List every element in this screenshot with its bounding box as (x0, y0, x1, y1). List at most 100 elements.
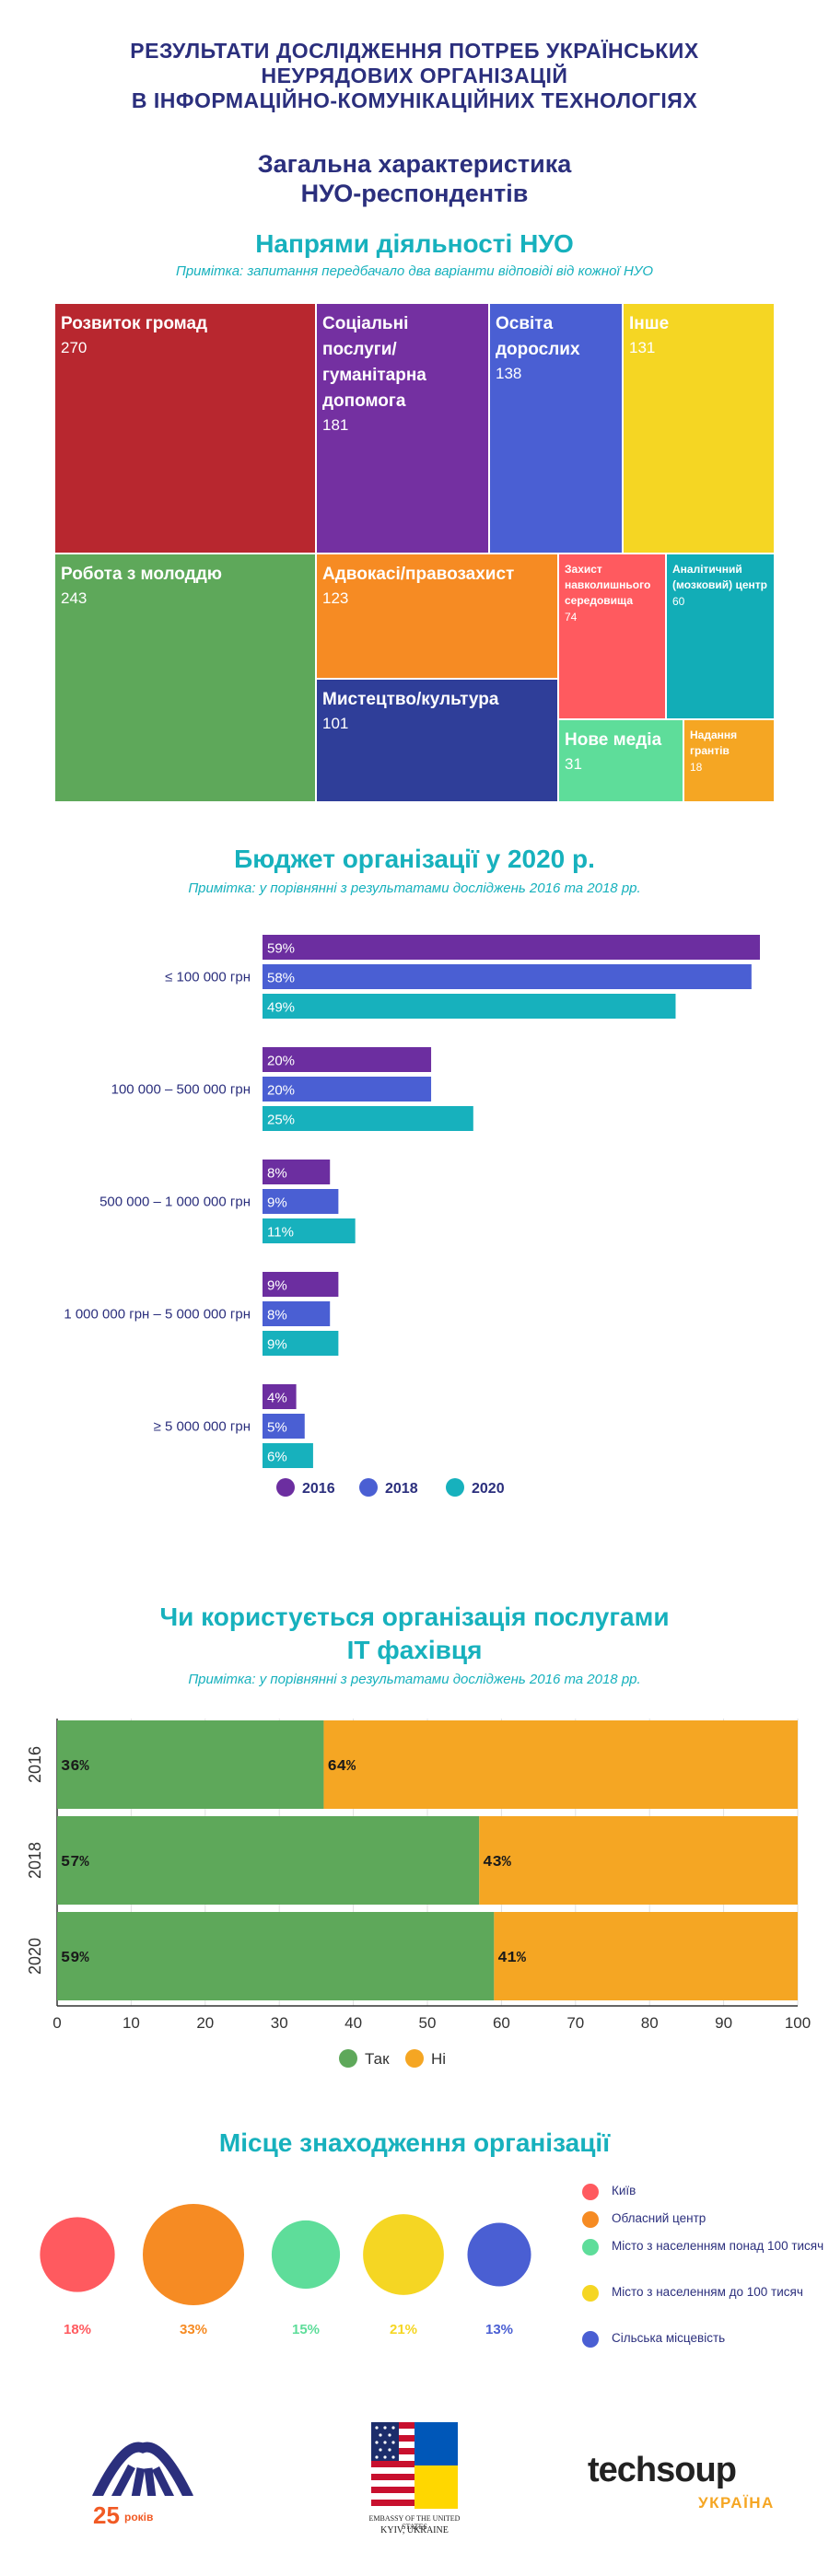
it-legend-label: Так (365, 2050, 390, 2068)
treemap-cell: Інше 131 (624, 304, 774, 553)
it-xtick-label: 40 (344, 2014, 362, 2032)
report-title: РЕЗУЛЬТАТИ ДОСЛІДЖЕННЯ ПОТРЕБ УКРАЇНСЬКИ… (0, 39, 829, 113)
location-legend-label: Місто з населенням до 100 тисяч (612, 2285, 803, 2299)
it-xtick-label: 80 (641, 2014, 659, 2032)
treemap-cell-value: 60 (672, 595, 685, 608)
subtitle-line-2: НУО-респондентів (300, 180, 529, 207)
treemap-cell-label: Мистецтво/культура (322, 690, 499, 709)
it-xtick-label: 60 (493, 2014, 510, 2032)
location-bubble (363, 2214, 444, 2295)
location-legend-label: Київ (612, 2184, 636, 2197)
isar-years-word: років (124, 2511, 154, 2524)
budget-bar (263, 935, 760, 960)
treemap-cell-label: Адвокасі/правозахист (322, 565, 515, 584)
subtitle-line-1: Загальна характеристика (257, 150, 572, 178)
it-bar-label: 59% (61, 1950, 89, 1967)
budget-bar-label: 59% (267, 941, 295, 957)
budget-bar (263, 1106, 473, 1131)
techsoup-wordmark-tech: tech (588, 2451, 657, 2489)
activity-note: Примітка: запитання передбачало два варі… (175, 263, 654, 279)
location-legend-marker (582, 2331, 599, 2348)
techsoup-logo: techsoup УКРАЇНА (588, 2450, 790, 2533)
budget-bar (263, 1189, 339, 1214)
budget-bar (263, 994, 676, 1019)
location-title: Місце знаходження організації (218, 2128, 611, 2157)
treemap-cell: Нове медіа 31 (559, 720, 683, 801)
treemap-cell: Захист навколишнього середовища 74 (559, 554, 665, 718)
budget-bar-label: 20% (267, 1083, 295, 1099)
it-title-line-1: Чи користується організація послугами (159, 1603, 670, 1631)
budget-bar-label: 5% (267, 1420, 287, 1436)
embassy-line-2: KYIV, UKRAINE (380, 2525, 449, 2535)
treemap-cell-label: Робота з молоддю (61, 565, 223, 584)
treemap-cell-value: 123 (322, 589, 349, 607)
it-xtick-label: 90 (715, 2014, 732, 2032)
section-subtitle: Загальна характеристика НУО-респондентів (0, 149, 829, 208)
it-title-line-2: IT фахівця (346, 1636, 483, 1664)
treemap-cell-label: Освіта дорослих (496, 314, 580, 359)
treemap-cell: Освіта дорослих 138 (490, 304, 622, 553)
it-xtick-label: 100 (785, 2014, 811, 2032)
budget-bar (263, 1301, 331, 1326)
treemap-cell-label: Аналітичний (мозковий) центр (672, 563, 767, 591)
budget-category-label: ≤ 100 000 грн (165, 970, 251, 985)
it-bar-segment (323, 1720, 798, 1809)
budget-bar-label: 9% (267, 1337, 287, 1353)
it-bar-label: 64% (327, 1758, 356, 1776)
it-bar-segment (57, 1816, 480, 1905)
treemap-cell: Розвиток громад 270 (55, 304, 315, 553)
location-legend-label: Сільська місцевість (612, 2331, 726, 2345)
location-legend-label: Обласний центр (612, 2211, 706, 2225)
us-ukraine-flag-icon (371, 2422, 458, 2509)
budget-chart-svg: ≤ 100 000 грн 59% 58% 49% 100 000 – 500 000 … (64, 935, 760, 1497)
budget-bar-label: 4% (267, 1391, 287, 1406)
budget-chart: ≤ 100 000 грн 59% 58% 49% 100 000 – 500 000 … (0, 921, 829, 1510)
budget-category-label: 100 000 – 500 000 грн (111, 1082, 251, 1098)
treemap-cell-value: 18 (690, 761, 703, 774)
it-bar-segment (479, 1816, 798, 1905)
it-xtick-label: 70 (566, 2014, 584, 2032)
budget-category-label: 500 000 – 1 000 000 грн (99, 1195, 251, 1210)
it-bar-label: 43% (483, 1854, 511, 1871)
it-xtick-label: 0 (53, 2014, 61, 2032)
budget-legend-label: 2020 (472, 1481, 505, 1497)
it-note: Примітка: у порівнянні з результатами до… (188, 1672, 641, 1687)
report-title-line-2: НЕУРЯДОВИХ ОРГАНІЗАЦІЙ (261, 64, 568, 87)
techsoup-country: УКРАЇНА (698, 2494, 775, 2512)
it-xtick-label: 10 (123, 2014, 140, 2032)
treemap-cell-value: 270 (61, 339, 88, 356)
treemap-cell: Соціальні послуги/ гуманітарна допомога 1… (317, 304, 488, 553)
budget-bar-label: 58% (267, 971, 295, 986)
location-bubble (143, 2204, 244, 2305)
budget-bar (263, 964, 752, 989)
location-bubble (271, 2220, 341, 2290)
budget-bar-label: 49% (267, 1000, 295, 1016)
budget-bar-label: 25% (267, 1113, 295, 1128)
budget-bar (263, 1414, 305, 1439)
location-chart: 18% 33% 15% 21% 13% Київ Обласний центр Місто з… (0, 2174, 829, 2358)
treemap-cell-value: 138 (496, 365, 522, 382)
it-title: Чи користується організація послугами IT… (0, 1601, 829, 1667)
activity-treemap: Розвиток громад 270 Соціальні послуги/ гум… (55, 304, 774, 801)
budget-bar (263, 1443, 313, 1468)
location-percent-label: 15% (292, 2322, 320, 2337)
embassy-logo: EMBASSY OF THE UNITED STATES KYIV, UKRAI… (359, 2422, 470, 2570)
budget-bar-label: 6% (267, 1450, 287, 1465)
techsoup-wordmark: techsoup (588, 2450, 790, 2490)
it-category-label: 2016 (26, 1746, 44, 1783)
budget-bar (263, 1047, 432, 1072)
budget-bar (263, 1218, 356, 1243)
budget-note: Примітка: у порівнянні з результатами до… (188, 880, 641, 896)
location-percent-label: 21% (390, 2322, 417, 2337)
treemap-cell-label: Інше (629, 314, 670, 333)
budget-bar-label: 9% (267, 1278, 287, 1294)
location-legend-label: Місто з населенням понад 100 тисяч (612, 2239, 824, 2253)
budget-category-label: ≥ 5 000 000 грн (154, 1419, 251, 1435)
treemap-cell-label: Захист навколишнього середовища (565, 563, 651, 607)
treemap-cell: Адвокасі/правозахист 123 (317, 554, 557, 678)
embassy-line-1: EMBASSY OF THE UNITED STATES (368, 2514, 461, 2531)
report-title-line-3: В ІНФОРМАЦІЙНО-КОМУНІКАЦІЙНИХ ТЕХНОЛОГІЯ… (131, 88, 698, 112)
location-bubbles-svg: 18% 33% 15% 21% 13% (40, 2204, 531, 2337)
it-category-label: 2020 (26, 1938, 44, 1975)
it-xtick-label: 50 (419, 2014, 437, 2032)
